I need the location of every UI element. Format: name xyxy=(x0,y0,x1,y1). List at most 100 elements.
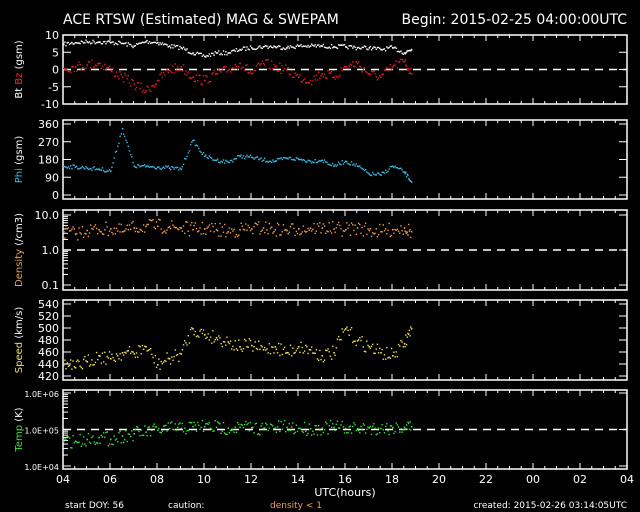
data-point xyxy=(353,45,355,48)
data-point xyxy=(384,169,387,171)
data-point xyxy=(253,346,255,348)
data-point xyxy=(236,349,239,351)
data-point xyxy=(71,228,73,230)
data-point xyxy=(374,352,376,355)
data-point xyxy=(307,352,309,355)
data-point xyxy=(193,333,195,336)
data-point xyxy=(68,70,71,72)
data-point xyxy=(273,352,275,354)
data-point xyxy=(202,430,205,433)
data-point xyxy=(262,46,265,48)
data-point xyxy=(240,49,242,51)
data-point xyxy=(222,159,225,161)
data-point xyxy=(202,232,205,235)
data-point xyxy=(137,163,139,166)
data-point xyxy=(384,358,387,360)
data-point xyxy=(100,42,102,45)
data-point xyxy=(329,164,332,166)
data-point xyxy=(308,229,310,231)
data-point xyxy=(175,69,178,71)
data-point xyxy=(352,47,354,49)
data-point xyxy=(335,46,337,49)
data-point xyxy=(145,346,147,348)
data-point xyxy=(281,65,283,67)
data-point xyxy=(384,228,387,230)
data-point xyxy=(243,423,246,426)
data-point xyxy=(298,158,300,161)
data-point xyxy=(325,232,327,235)
data-point xyxy=(330,44,333,46)
data-point xyxy=(375,76,377,78)
data-point xyxy=(256,348,259,351)
data-point xyxy=(118,223,120,225)
data-point xyxy=(214,420,216,422)
data-point xyxy=(184,157,186,160)
data-point xyxy=(112,356,114,359)
data-point xyxy=(185,342,187,344)
data-point xyxy=(179,67,181,70)
data-point xyxy=(245,223,247,225)
data-point xyxy=(405,424,408,426)
data-point xyxy=(68,167,71,170)
data-point xyxy=(90,363,92,366)
data-point xyxy=(74,166,77,169)
data-point xyxy=(260,344,262,347)
data-point xyxy=(315,425,318,427)
data-point xyxy=(259,434,261,436)
data-point xyxy=(70,165,72,167)
data-point xyxy=(111,443,113,445)
data-point xyxy=(70,42,72,45)
data-point xyxy=(63,230,65,233)
data-point xyxy=(370,235,373,238)
data-point xyxy=(300,428,302,430)
data-point xyxy=(313,433,315,435)
data-point xyxy=(168,167,171,169)
data-point xyxy=(252,48,254,50)
data-point xyxy=(337,44,340,46)
data-point xyxy=(87,432,90,435)
data-point xyxy=(366,71,368,74)
data-point xyxy=(175,354,178,357)
data-point xyxy=(312,352,314,354)
y-tick-label: 500 xyxy=(38,322,59,335)
data-point xyxy=(154,426,157,428)
data-point xyxy=(222,341,225,343)
data-point xyxy=(167,226,169,229)
data-point xyxy=(174,227,177,229)
data-point xyxy=(201,419,204,422)
data-point xyxy=(328,351,330,353)
data-point xyxy=(124,439,126,441)
data-point xyxy=(207,55,209,57)
data-point xyxy=(393,432,395,435)
data-point xyxy=(238,65,240,68)
data-point xyxy=(258,221,260,223)
data-point xyxy=(299,158,301,161)
data-point xyxy=(111,41,113,44)
data-point xyxy=(249,339,252,342)
data-point xyxy=(316,223,319,225)
data-point xyxy=(241,350,243,352)
data-point xyxy=(326,349,328,352)
data-point xyxy=(360,66,362,68)
data-point xyxy=(310,83,313,86)
data-point xyxy=(397,426,400,428)
data-point xyxy=(395,47,397,49)
data-point xyxy=(115,438,118,440)
data-point xyxy=(140,353,142,355)
data-point xyxy=(133,353,136,355)
data-point xyxy=(298,76,300,78)
data-point xyxy=(145,431,147,433)
data-point xyxy=(231,429,233,431)
data-point xyxy=(128,224,131,226)
data-point xyxy=(357,429,360,432)
x-tick-label: 02 xyxy=(573,473,587,486)
data-point xyxy=(329,230,332,232)
data-point xyxy=(367,172,369,174)
data-point xyxy=(166,352,168,354)
y-axis-label-part: Phi xyxy=(14,168,25,183)
data-point xyxy=(301,159,303,161)
data-point xyxy=(377,427,380,429)
data-point xyxy=(390,45,393,47)
data-point xyxy=(101,436,104,438)
data-point xyxy=(340,67,342,69)
